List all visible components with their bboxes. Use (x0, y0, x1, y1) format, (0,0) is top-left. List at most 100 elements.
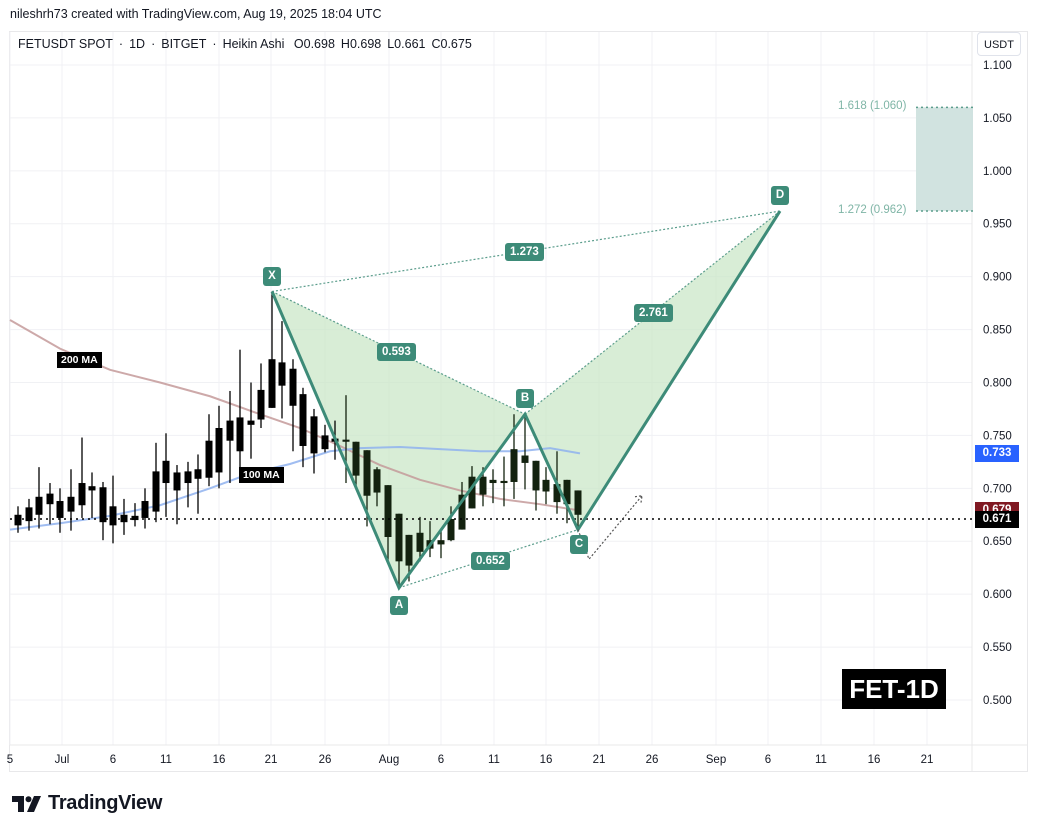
time-axis-tick: 16 (540, 754, 553, 766)
candle-body (395, 513, 403, 562)
ma100-price-tag: 0.733 (975, 444, 1019, 462)
last-price-tag: 0.671 (975, 510, 1019, 528)
currency-button[interactable]: USDT (977, 32, 1021, 56)
candle-body (278, 362, 286, 386)
candle-body (152, 471, 160, 512)
candle-body (342, 439, 350, 442)
price-axis-tick: 1.000 (983, 166, 1012, 178)
time-axis-tick: 21 (921, 754, 934, 766)
candle-body (67, 496, 75, 512)
candle-body (56, 501, 64, 518)
candle-body (268, 359, 276, 408)
candle-body (109, 506, 117, 526)
pattern-point-a[interactable]: A (390, 596, 408, 615)
candle-body (468, 476, 476, 509)
candle-body (141, 501, 149, 518)
legend-chart-type: Heikin Ashi (222, 37, 285, 51)
candle-body (194, 469, 202, 479)
price-axis-tick: 1.050 (983, 113, 1012, 125)
chart-legend: FETUSDT SPOT · 1D · BITGET · Heikin Ashi O0.69… (18, 37, 478, 51)
candle-body (447, 519, 455, 541)
legend-low: L0.661 (387, 37, 426, 51)
price-axis-tick: 0.850 (983, 325, 1012, 337)
price-axis-tick: 0.800 (983, 377, 1012, 389)
legend-symbol[interactable]: FETUSDT SPOT (18, 37, 113, 51)
time-axis-tick: 16 (868, 754, 881, 766)
candle-body (131, 515, 139, 521)
candle-body (205, 440, 213, 478)
candle-body (321, 435, 329, 450)
candle-body (416, 532, 424, 552)
candle-body (215, 427, 223, 473)
time-axis-tick: Sep (706, 754, 726, 766)
legend-interval[interactable]: 1D (129, 37, 146, 51)
price-axis-tick: 0.500 (983, 695, 1012, 707)
time-axis-tick: 6 (438, 754, 444, 766)
time-axis-tick: 5 (7, 754, 13, 766)
time-axis-tick: 26 (319, 754, 332, 766)
candle-body (363, 450, 371, 496)
time-axis-tick: 11 (488, 754, 500, 766)
candle-body (14, 514, 22, 526)
target-zone (916, 107, 973, 212)
price-axis-tick: 0.600 (983, 589, 1012, 601)
ac-connector (398, 529, 579, 589)
tradingview-logo[interactable]: TradingView (12, 792, 162, 815)
time-axis-tick: 11 (815, 754, 827, 766)
candle-body (479, 476, 487, 495)
candle-body (226, 420, 234, 441)
time-axis-tick: 21 (265, 754, 278, 766)
candle-body (247, 420, 255, 425)
candle-body (563, 479, 571, 505)
ratio-bd-label: 2.761 (634, 304, 673, 322)
ma200-label: 200 MA (57, 352, 102, 368)
candle-body (532, 460, 540, 491)
candle-body (510, 449, 518, 482)
ratio-ac-label: 0.652 (471, 552, 510, 570)
candle-body (500, 480, 508, 484)
candle-body (405, 534, 413, 566)
legend-separator: · (212, 37, 217, 51)
pattern-point-b[interactable]: B (516, 389, 534, 408)
symbol-badge: FET-1D (842, 669, 946, 709)
candle-body (257, 389, 265, 420)
price-axis-tick: 0.650 (983, 536, 1012, 548)
time-axis-tick: Aug (379, 754, 399, 766)
time-axis-tick: 6 (765, 754, 771, 766)
legend-close: C0.675 (431, 37, 472, 51)
candle-body (236, 417, 244, 452)
ratio-xb-label: 0.593 (377, 343, 416, 361)
price-axis-tick: 0.750 (983, 430, 1012, 442)
price-axis-tick: 0.950 (983, 219, 1012, 231)
candle-body (88, 486, 96, 491)
tradingview-brand-text: TradingView (48, 792, 163, 814)
price-axis-tick: 1.100 (983, 60, 1012, 72)
candle-body (458, 494, 466, 530)
pattern-fill-xab (272, 291, 525, 588)
candle-body (184, 471, 192, 484)
candle-body (521, 455, 529, 463)
candle-body (373, 469, 381, 493)
time-axis-tick: 21 (593, 754, 606, 766)
pattern-point-d[interactable]: D (771, 186, 789, 205)
candle-body (289, 368, 297, 406)
time-axis-tick: 26 (646, 754, 659, 766)
candle-body (553, 484, 561, 503)
candle-body (299, 394, 307, 446)
candle-body (384, 485, 392, 538)
time-axis-tick: 6 (110, 754, 116, 766)
time-axis-tick: 11 (160, 754, 172, 766)
harmonic-pattern-legs (270, 210, 782, 591)
pattern-point-x[interactable]: X (263, 267, 281, 286)
candle-body (437, 540, 445, 545)
legend-separator: · (151, 37, 156, 51)
pattern-point-c[interactable]: C (570, 535, 588, 554)
candle-body (173, 472, 181, 491)
candle-body (99, 487, 107, 523)
candle-body (25, 507, 33, 522)
candle-body (46, 493, 54, 505)
time-axis-tick: 16 (213, 754, 226, 766)
fib-level-1618: 1.618 (1.060) (838, 100, 907, 112)
attribution-text: nileshrh73 created with TradingView.com,… (10, 7, 382, 21)
